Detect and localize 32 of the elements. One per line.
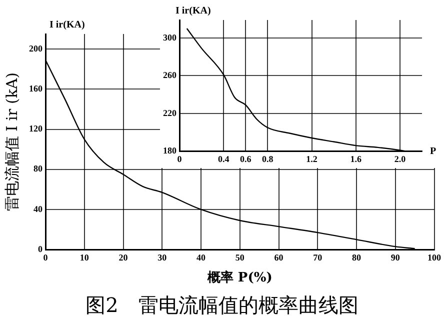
y-tick-label: 200 xyxy=(29,43,43,54)
x-tick-label: 2.0 xyxy=(394,154,406,164)
x-tick-label: 1.2 xyxy=(306,154,318,164)
y-tick-label: 40 xyxy=(34,204,43,214)
y-axis-title: I ir(KA) xyxy=(176,6,211,17)
x-tick-label: 60 xyxy=(274,252,284,262)
x-axis-title: 概率 P(%) xyxy=(206,270,272,286)
y-tick-label: 160 xyxy=(29,83,43,94)
x-tick-label: 100 xyxy=(428,252,442,262)
x-tick-label: 0.8 xyxy=(262,154,274,164)
y-tick-label: 220 xyxy=(163,108,177,118)
x-tick-label: 0.4 xyxy=(218,154,230,164)
y-tick-label: 80 xyxy=(34,164,43,174)
y-tick-label: 120 xyxy=(29,124,43,134)
x-tick-label: 90 xyxy=(390,252,400,262)
x-tick-label: 10 xyxy=(80,252,90,262)
x-tick-label: 50 xyxy=(235,252,245,262)
x-axis-title: P xyxy=(430,146,436,157)
x-tick-label: 0.6 xyxy=(240,154,252,164)
text: 图2 雷电流幅值的概率曲线图 xyxy=(84,292,360,319)
y-axis-title: 雷电流幅值 I ir (kA) xyxy=(2,72,21,212)
x-tick-label: 70 xyxy=(313,252,323,262)
x-tick-label: 80 xyxy=(352,252,362,262)
x-tick-label: 20 xyxy=(118,252,128,262)
y-tick-label: 300 xyxy=(163,32,177,42)
text: I ir(KA) xyxy=(50,20,85,31)
y-tick-label: 260 xyxy=(163,70,177,80)
x-tick-label: 40 xyxy=(196,252,206,262)
y-tick-label: 0 xyxy=(38,244,43,254)
x-tick-label: 1.6 xyxy=(350,154,362,164)
x-tick-label: 30 xyxy=(158,252,168,262)
y-tick-label: 180 xyxy=(163,146,177,156)
